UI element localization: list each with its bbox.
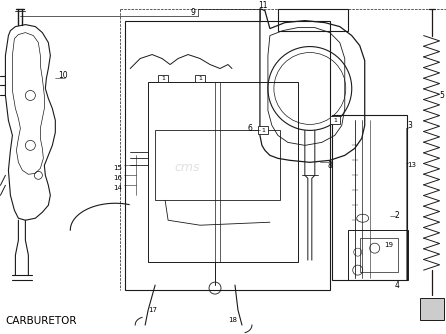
Bar bbox=[158, 74, 168, 82]
Text: 1: 1 bbox=[333, 118, 337, 123]
Bar bbox=[332, 116, 407, 280]
Text: 19: 19 bbox=[385, 242, 394, 248]
Text: CARBURETOR: CARBURETOR bbox=[5, 316, 77, 326]
Bar bbox=[148, 82, 298, 262]
Bar bbox=[420, 298, 444, 320]
Text: 15: 15 bbox=[113, 165, 122, 171]
Bar bbox=[125, 21, 330, 290]
Text: 17: 17 bbox=[148, 307, 157, 313]
Text: 11: 11 bbox=[258, 1, 268, 10]
Bar bbox=[258, 126, 268, 134]
Bar bbox=[360, 238, 398, 272]
Text: cms: cms bbox=[175, 161, 200, 174]
Text: 1: 1 bbox=[161, 76, 165, 81]
Text: 6: 6 bbox=[247, 124, 252, 133]
Text: 4: 4 bbox=[395, 281, 400, 290]
Text: 5: 5 bbox=[440, 91, 445, 100]
Bar bbox=[195, 74, 205, 82]
Text: 10: 10 bbox=[58, 71, 68, 80]
Bar bbox=[330, 117, 340, 124]
Text: 16: 16 bbox=[113, 175, 122, 181]
Bar bbox=[348, 230, 408, 280]
Text: 14: 14 bbox=[113, 185, 122, 191]
Text: 18: 18 bbox=[228, 317, 237, 323]
Text: 13: 13 bbox=[408, 162, 417, 168]
Text: 1: 1 bbox=[198, 76, 202, 81]
Text: 2: 2 bbox=[395, 211, 400, 220]
Text: 9: 9 bbox=[190, 8, 195, 17]
Bar bbox=[278, 9, 348, 31]
Text: 3: 3 bbox=[408, 121, 413, 130]
Text: 1: 1 bbox=[261, 128, 265, 133]
Text: 8: 8 bbox=[328, 161, 333, 170]
